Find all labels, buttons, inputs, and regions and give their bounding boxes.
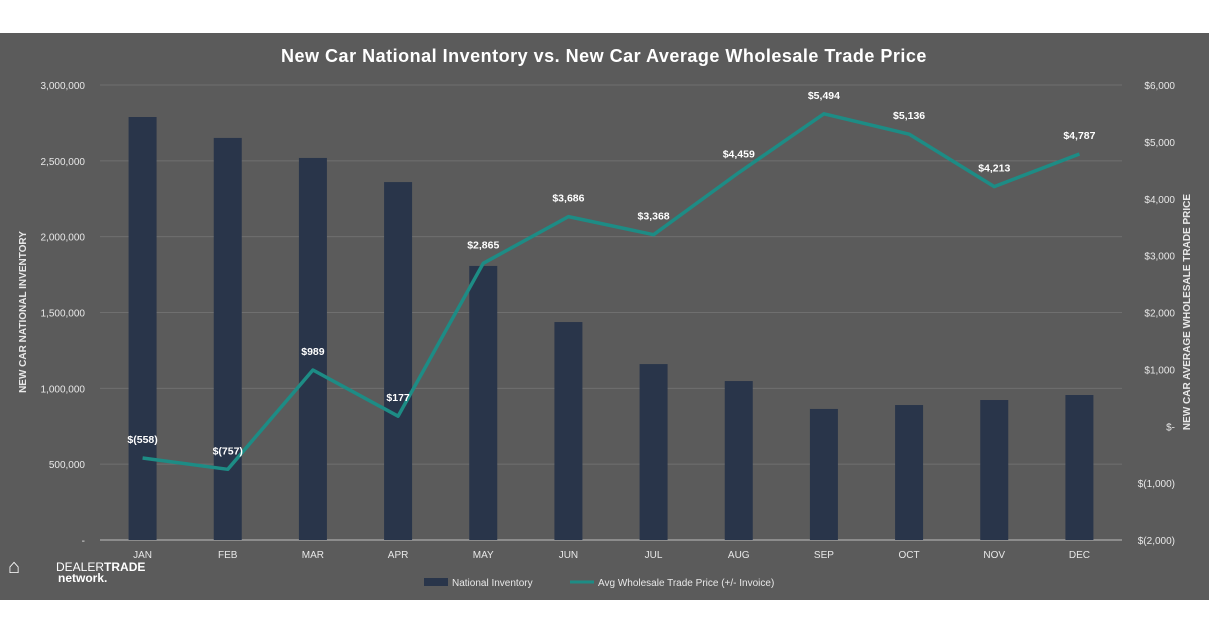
chart-title: New Car National Inventory vs. New Car A… [281,46,927,66]
data-label: $177 [386,392,410,404]
x-tick-label: DEC [1069,550,1090,561]
legend: National Inventory Avg Wholesale Trade P… [424,578,774,589]
y2-tick-label: $(1,000) [1138,479,1175,490]
data-label: $2,865 [467,239,499,251]
bar-dec [1065,395,1094,540]
usa-map-icon: ⌂ [8,556,21,578]
y-tick-label: - [82,536,85,547]
data-label: $5,136 [893,110,925,122]
data-label: $(757) [213,445,243,457]
bar-feb [213,137,242,540]
data-label: $5,494 [808,90,840,102]
data-label: $989 [301,346,325,358]
y2-tick-label: $6,000 [1144,81,1175,92]
bar-nov [980,400,1009,540]
data-label: $4,787 [1063,130,1095,142]
y-tick-label: 500,000 [49,460,86,471]
logo-text-a: DEALER [56,560,105,574]
y2-tick-label: $(2,000) [1138,536,1175,547]
x-tick-label: AUG [728,550,750,561]
x-tick-label: SEP [814,550,834,561]
x-tick-label: NOV [983,550,1005,561]
y2-tick-label: $5,000 [1144,138,1175,149]
x-tick-label: JAN [133,550,152,561]
bar-mar [298,157,327,540]
y-tick-label: 1,000,000 [41,384,86,395]
x-tick-label: MAR [302,550,324,561]
y-tick-label: 2,000,000 [41,233,86,244]
bar-aug [724,381,753,540]
legend-label-inventory: National Inventory [452,578,533,589]
x-tick-label: FEB [218,550,238,561]
x-tick-label: APR [388,550,409,561]
legend-swatch-inventory [424,578,448,586]
y-tick-label: 2,500,000 [41,157,86,168]
bar-may [469,265,498,540]
y2-axis-label: NEW CAR AVERAGE WHOLESALE TRADE PRICE [1182,194,1193,430]
price-line [142,112,1081,472]
data-label: $4,213 [978,163,1010,175]
x-tick-label: JUN [559,550,578,561]
x-tick-label: OCT [899,550,920,561]
x-tick-label: MAY [473,550,494,561]
bar-apr [384,182,413,541]
logo-text-c: network. [58,571,108,585]
data-label: $3,368 [638,211,670,223]
y-axis-label: NEW CAR NATIONAL INVENTORY [18,231,29,393]
bar-jan [128,117,157,541]
legend-label-price: Avg Wholesale Trade Price (+/- Invoice) [598,578,774,589]
dealertrade-logo: ⌂ DEALERTRADE network. [8,556,146,585]
y2-tick-label: $4,000 [1144,195,1175,206]
y-tick-label: 1,500,000 [41,309,86,320]
data-label: $(558) [127,434,157,446]
y2-tick-label: $2,000 [1144,309,1175,320]
data-label: $3,686 [552,193,584,205]
logo-text-b: TRADE [104,560,146,574]
x-tick-label: JUL [645,550,663,561]
bar-oct [895,405,924,540]
y2-tick-label: $1,000 [1144,365,1175,376]
data-label: $4,459 [723,149,755,161]
bar-sep [809,408,838,540]
y2-tick-label: $- [1166,422,1175,433]
y-tick-label: 3,000,000 [41,81,86,92]
bar-jul [639,364,668,540]
y2-tick-label: $3,000 [1144,252,1175,263]
bar-jun [554,322,583,540]
